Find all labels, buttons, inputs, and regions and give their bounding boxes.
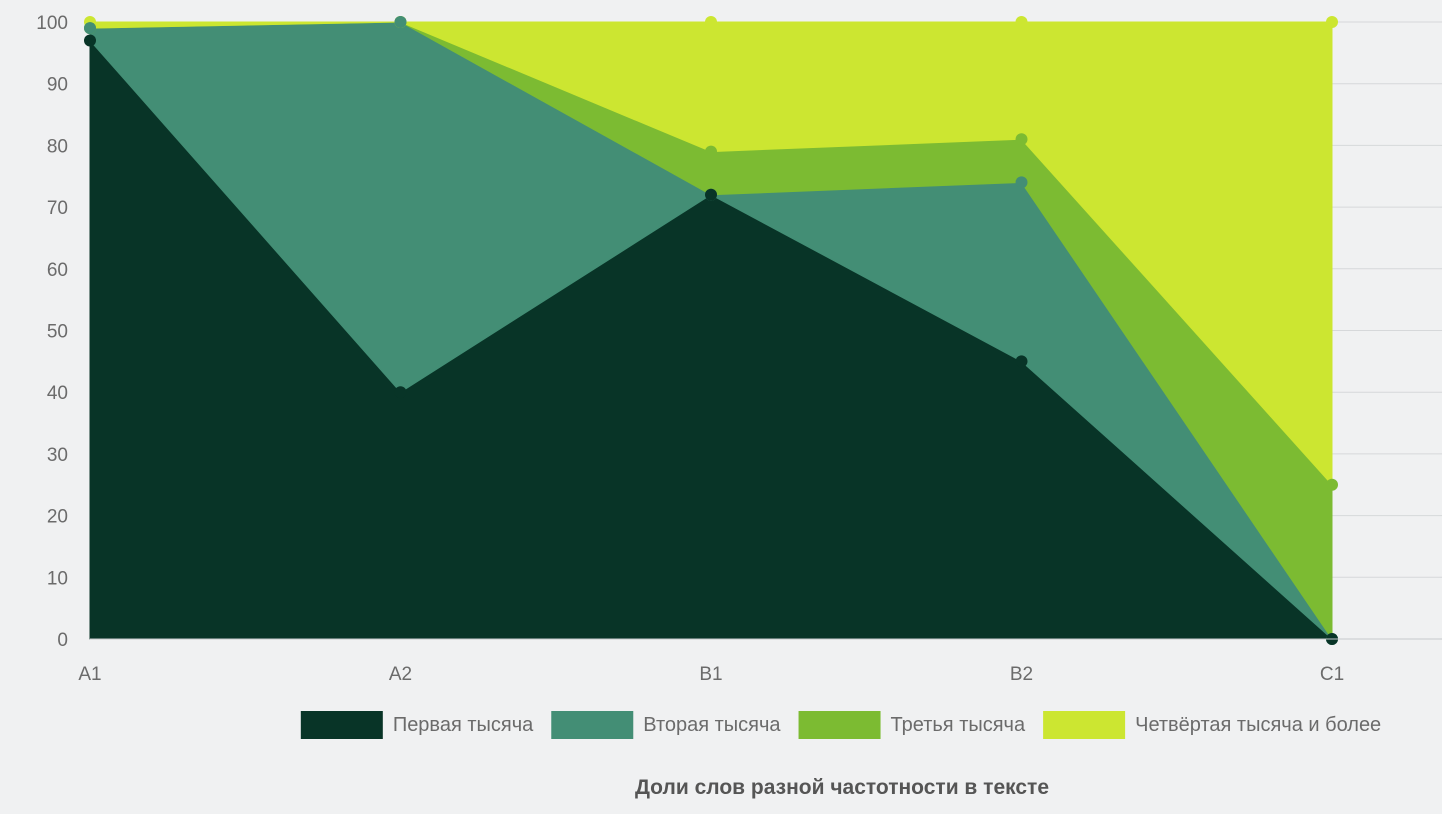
y-tick-label: 0: [57, 630, 68, 651]
area-series: [90, 22, 1332, 639]
x-tick-label: B1: [699, 664, 722, 685]
data-point[interactable]: [1016, 355, 1028, 367]
data-point[interactable]: [1016, 133, 1028, 145]
legend-swatch: [301, 711, 383, 739]
legend-label: Четвёртая тысяча и более: [1135, 714, 1381, 736]
y-tick-label: 30: [47, 445, 68, 466]
x-tick-label: A2: [389, 664, 412, 685]
y-tick-label: 100: [36, 13, 68, 34]
legend-item[interactable]: Третья тысяча: [799, 711, 1026, 739]
y-tick-label: 90: [47, 75, 68, 96]
chart-title: Доли слов разной частотности в тексте: [635, 776, 1049, 799]
data-point[interactable]: [1016, 16, 1028, 28]
y-tick-label: 60: [47, 260, 68, 281]
y-tick-label: 50: [47, 322, 68, 343]
y-tick-label: 40: [47, 383, 68, 404]
data-point[interactable]: [1326, 479, 1338, 491]
x-tick-label: A1: [78, 664, 101, 685]
legend-swatch: [551, 711, 633, 739]
legend[interactable]: Первая тысяча Вторая тысяча Третья тысяча Ч…: [301, 711, 1381, 739]
data-point[interactable]: [705, 16, 717, 28]
legend-swatch: [1043, 711, 1125, 739]
x-tick-label: B2: [1010, 664, 1033, 685]
data-point[interactable]: [395, 16, 407, 28]
y-tick-label: 10: [47, 568, 68, 589]
data-point[interactable]: [84, 35, 96, 47]
data-point[interactable]: [395, 386, 407, 398]
legend-item[interactable]: Первая тысяча: [301, 711, 534, 739]
data-point[interactable]: [705, 189, 717, 201]
legend-item[interactable]: Вторая тысяча: [551, 711, 781, 739]
data-point[interactable]: [1016, 176, 1028, 188]
data-point[interactable]: [84, 22, 96, 34]
legend-swatch: [799, 711, 881, 739]
legend-label: Первая тысяча: [393, 714, 534, 736]
y-tick-label: 80: [47, 136, 68, 157]
data-point[interactable]: [1326, 16, 1338, 28]
legend-item[interactable]: Четвёртая тысяча и более: [1043, 711, 1381, 739]
data-point[interactable]: [705, 146, 717, 158]
x-tick-label: C1: [1320, 664, 1344, 685]
y-tick-label: 20: [47, 507, 68, 528]
legend-label: Вторая тысяча: [643, 714, 781, 736]
legend-label: Третья тысяча: [891, 714, 1026, 736]
y-tick-label: 70: [47, 198, 68, 219]
